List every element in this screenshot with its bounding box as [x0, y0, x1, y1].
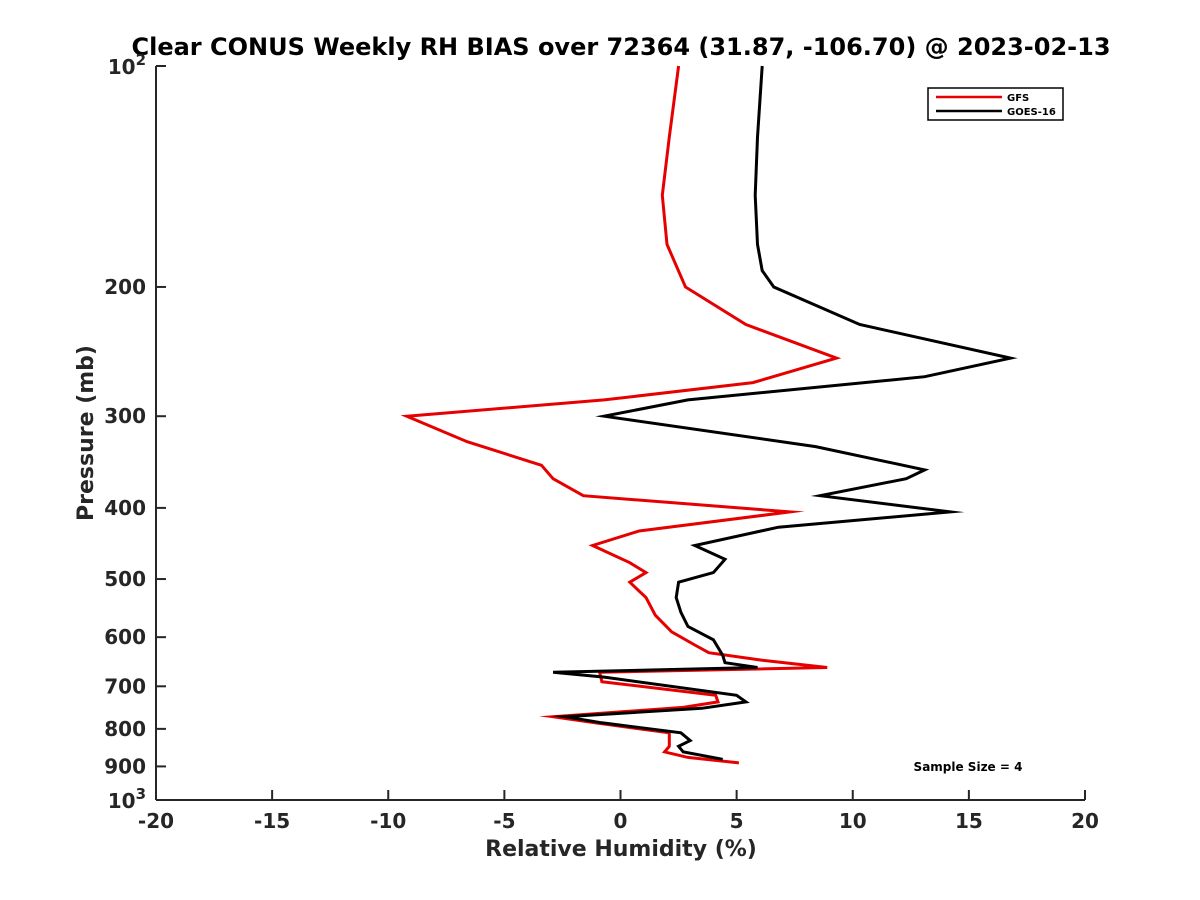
x-tick-label: 15	[955, 809, 983, 833]
y-tick-label: 900	[104, 754, 146, 778]
y-tick-label: 103	[108, 785, 146, 813]
x-tick-label: 20	[1071, 809, 1099, 833]
legend-box	[927, 87, 1064, 121]
y-tick-label: 700	[104, 674, 146, 698]
legend-label-gfs: GFS	[1007, 93, 1029, 104]
y-tick-label: 300	[104, 404, 146, 428]
y-tick-label: 800	[104, 717, 146, 741]
y-tick-label: 600	[104, 625, 146, 649]
series-line-goes-16	[551, 65, 1018, 761]
y-axis-label: Pressure (mb)	[74, 345, 99, 521]
y-tick-label: 400	[104, 496, 146, 520]
x-axis-label: Relative Humidity (%)	[485, 837, 757, 862]
legend-label-goes-16: GOES-16	[1007, 107, 1056, 118]
x-tick-label: -5	[493, 809, 515, 833]
x-tick-label: -10	[370, 809, 406, 833]
x-tick-label: 5	[730, 809, 744, 833]
x-tick-label: 0	[614, 809, 628, 833]
y-tick-label: 200	[104, 275, 146, 299]
x-tick-label: 10	[839, 809, 867, 833]
y-tick-label: 102	[108, 51, 146, 79]
x-tick-label: -15	[254, 809, 290, 833]
series-layer	[400, 65, 1018, 765]
plot-axes: -20 -15 -10 -5 0 5 10 15 20 200 300 400 500 600 700 800…	[104, 51, 1099, 833]
y-tick-label: 500	[104, 567, 146, 591]
sample-size-annotation: Sample Size = 4	[914, 760, 1023, 774]
chart-title: Clear CONUS Weekly RH BIAS over 72364 (3…	[131, 33, 1110, 61]
x-tick-label: -20	[138, 809, 174, 833]
legend: GFS GOES-16	[927, 87, 1064, 121]
series-line-gfs	[400, 65, 842, 765]
